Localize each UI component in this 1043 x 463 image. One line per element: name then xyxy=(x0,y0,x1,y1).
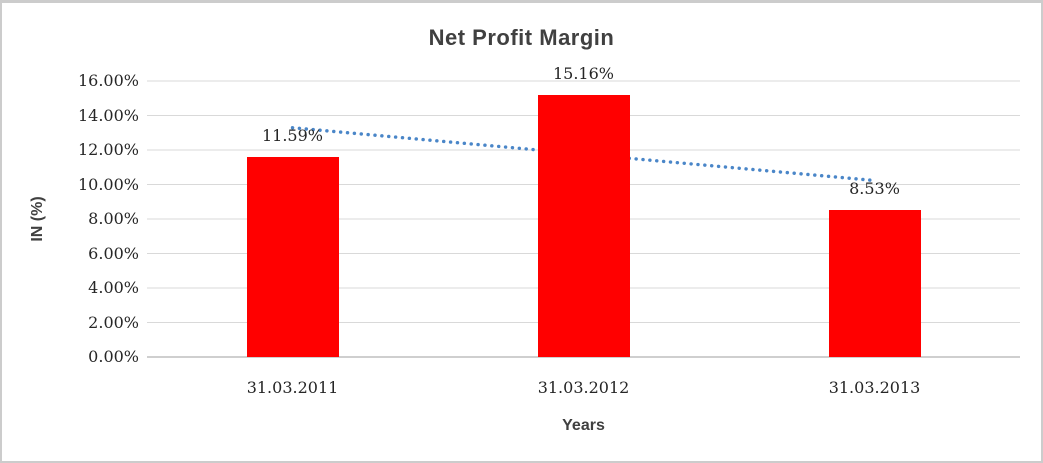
y-tick-label: 2.00% xyxy=(88,312,139,332)
bar-31.03.2012 xyxy=(537,95,630,357)
bar-31.03.2011 xyxy=(246,157,339,357)
bar-31.03.2013 xyxy=(828,209,921,357)
y-tick-label: 4.00% xyxy=(88,278,139,297)
x-category-label: 31.03.2012 xyxy=(537,378,630,397)
data-label-31.03.2012: 15.16% xyxy=(552,64,614,84)
y-tick-label: 16.00% xyxy=(77,71,139,90)
y-tick-label: 12.00% xyxy=(77,140,139,159)
trendline xyxy=(290,126,877,183)
x-category-label: 31.03.2011 xyxy=(246,378,339,397)
y-tick-label: 14.00% xyxy=(77,105,139,125)
data-label-31.03.2011: 11.59% xyxy=(261,126,323,146)
x-category-label: 31.03.2013 xyxy=(828,378,921,397)
x-axis-title: Years xyxy=(562,417,605,434)
chart-title: Net Profit Margin xyxy=(428,25,615,50)
y-tick-label: 10.00% xyxy=(77,174,139,194)
y-tick-label: 0.00% xyxy=(88,347,139,366)
data-label-31.03.2013: 8.53% xyxy=(849,178,900,198)
y-tick-label: 8.00% xyxy=(88,209,139,228)
y-tick-label: 6.00% xyxy=(88,243,139,263)
